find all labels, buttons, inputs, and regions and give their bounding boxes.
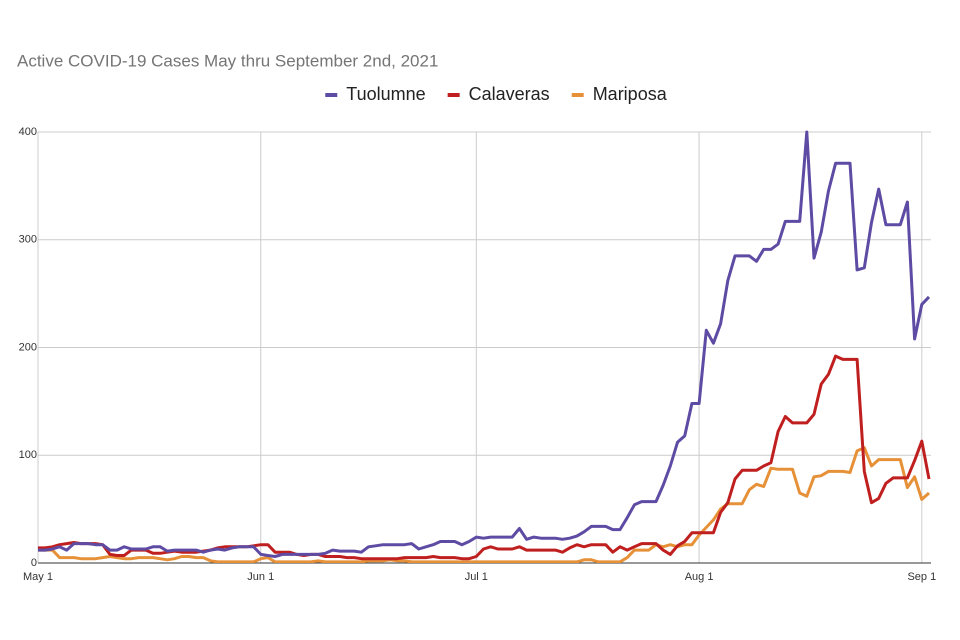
x-tick-label: Jun 1 xyxy=(247,571,274,583)
legend-label: Calaveras xyxy=(469,84,550,104)
legend-label: Mariposa xyxy=(593,84,668,104)
y-tick-label: 100 xyxy=(19,449,37,461)
chart-title: Active COVID-19 Cases May thru September… xyxy=(17,51,438,70)
x-tick-label: Jul 1 xyxy=(465,571,488,583)
y-tick-label: 300 xyxy=(19,234,37,246)
legend: Tuolumne Calaveras Mariposa xyxy=(325,84,668,104)
y-tick-label: 0 xyxy=(31,557,37,569)
x-tick-label: May 1 xyxy=(23,571,53,583)
x-tick-label: Aug 1 xyxy=(685,571,714,583)
series-line xyxy=(38,354,931,561)
series-line xyxy=(38,446,930,563)
y-tick-label: 400 xyxy=(19,126,37,138)
series-line xyxy=(38,130,931,558)
x-tick-label: Sep 1 xyxy=(907,571,936,583)
legend-label: Tuolumne xyxy=(346,84,425,104)
y-tick-label: 200 xyxy=(19,341,37,353)
